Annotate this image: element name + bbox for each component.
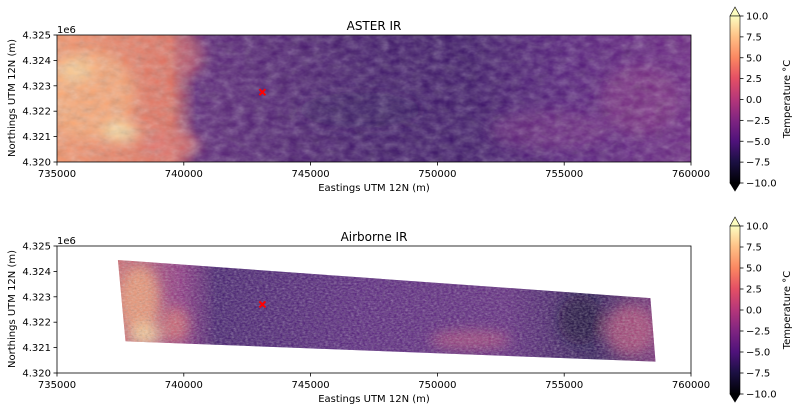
aster-image [57,35,691,162]
aster-colorbar-tick-label: −5.0 [746,137,770,148]
aster-marker [258,88,267,96]
airborne-title: Airborne IR [341,230,408,244]
airborne-panel: Airborne IR 1e6 735000 740000 745000 750000… [7,230,710,405]
aster-x-tick-label: 745000 [292,169,330,180]
airborne-x-tick-label: 740000 [165,380,203,391]
aster-x-tick-label: 755000 [545,169,583,180]
aster-ylabel: Northings UTM 12N (m) [7,39,18,157]
aster-offset-label: 1e6 [57,25,76,36]
airborne-colorbar-tick-label: −7.5 [746,369,770,380]
aster-x-tick-label: 750000 [418,169,456,180]
airborne-x-tick-label: 760000 [672,380,710,391]
airborne-colorbar-tick-label: 5.0 [746,264,762,275]
airborne-marker [258,300,267,309]
airborne-y-tick-label: 4.322 [22,318,51,329]
airborne-colorbar-tick-label: 0.0 [746,306,762,317]
aster-colorbar: 10.0 7.5 5.0 2.5 0.0 −2.5 −5.0 −7.5 −10.0 Temper… [729,6,793,192]
airborne-axes-frame [56,245,692,374]
aster-colorbar-tick-label: 10.0 [746,12,768,23]
airborne-y-ticks: 4.320 4.321 4.322 4.323 4.324 4.325 [22,242,57,380]
airborne-y-tick-label: 4.321 [22,343,51,354]
aster-y-tick-label: 4.321 [22,132,51,143]
aster-y-tick-label: 4.324 [22,56,51,67]
airborne-y-tick-label: 4.323 [22,292,51,303]
airborne-offset-label: 1e6 [57,236,76,247]
aster-x-ticks: 735000 740000 745000 750000 755000 760000 [38,162,710,180]
airborne-x-tick-label: 750000 [418,380,456,391]
aster-title: ASTER IR [347,19,402,33]
airborne-swath [117,260,656,362]
airborne-y-tick-label: 4.324 [22,267,51,278]
aster-panel: ASTER IR 1e6 735000 740000 745000 750000 755… [7,19,710,194]
aster-colorbar-tick-label: 5.0 [746,53,762,64]
airborne-colorbar-tick-label: 10.0 [746,222,768,233]
aster-colorbar-tick-label: 7.5 [746,32,762,43]
aster-y-tick-label: 4.325 [22,31,51,42]
airborne-y-tick-label: 4.325 [22,242,51,253]
airborne-x-tick-label: 755000 [545,380,583,391]
airborne-x-ticks: 735000 740000 745000 750000 755000 760000 [38,373,710,391]
aster-colorbar-tick-label: 0.0 [746,95,762,106]
aster-y-ticks: 4.320 4.321 4.322 4.323 4.324 4.325 [22,31,57,169]
airborne-colorbar-tick-label: −10.0 [746,390,777,401]
aster-x-tick-label: 740000 [165,169,203,180]
airborne-colorbar-label: Temperature °C [782,271,793,351]
airborne-y-tick-label: 4.320 [22,369,51,380]
aster-marker-x [258,88,267,96]
airborne-marker-x [258,300,267,309]
aster-x-tick-label: 760000 [672,169,710,180]
airborne-colorbar-tick-label: −2.5 [746,327,770,338]
aster-y-tick-label: 4.322 [22,107,51,118]
aster-xlabel: Eastings UTM 12N (m) [318,183,430,194]
aster-colorbar-tick-label: −2.5 [746,116,770,127]
aster-x-tick-label: 735000 [38,169,76,180]
airborne-colorbar: 10.0 7.5 5.0 2.5 0.0 −2.5 −5.0 −7.5 −10.0 Temper… [729,216,793,403]
aster-y-tick-label: 4.323 [22,81,51,92]
airborne-colorbar-tick-label: 7.5 [746,243,762,254]
airborne-x-tick-label: 745000 [292,380,330,391]
aster-colorbar-label: Temperature °C [782,60,793,140]
airborne-x-tick-label: 735000 [38,380,76,391]
aster-colorbar-tick-label: −7.5 [746,158,770,169]
aster-y-tick-label: 4.320 [22,158,51,169]
aster-axes-frame [56,34,692,163]
airborne-colorbar-tick-label: 2.5 [746,285,762,296]
aster-colorbar-tick-label: −10.0 [746,179,777,190]
airborne-colorbar-tick-label: −5.0 [746,348,770,359]
aster-colorbar-tick-label: 2.5 [746,74,762,85]
airborne-ylabel: Northings UTM 12N (m) [7,250,18,368]
airborne-xlabel: Eastings UTM 12N (m) [318,394,430,405]
